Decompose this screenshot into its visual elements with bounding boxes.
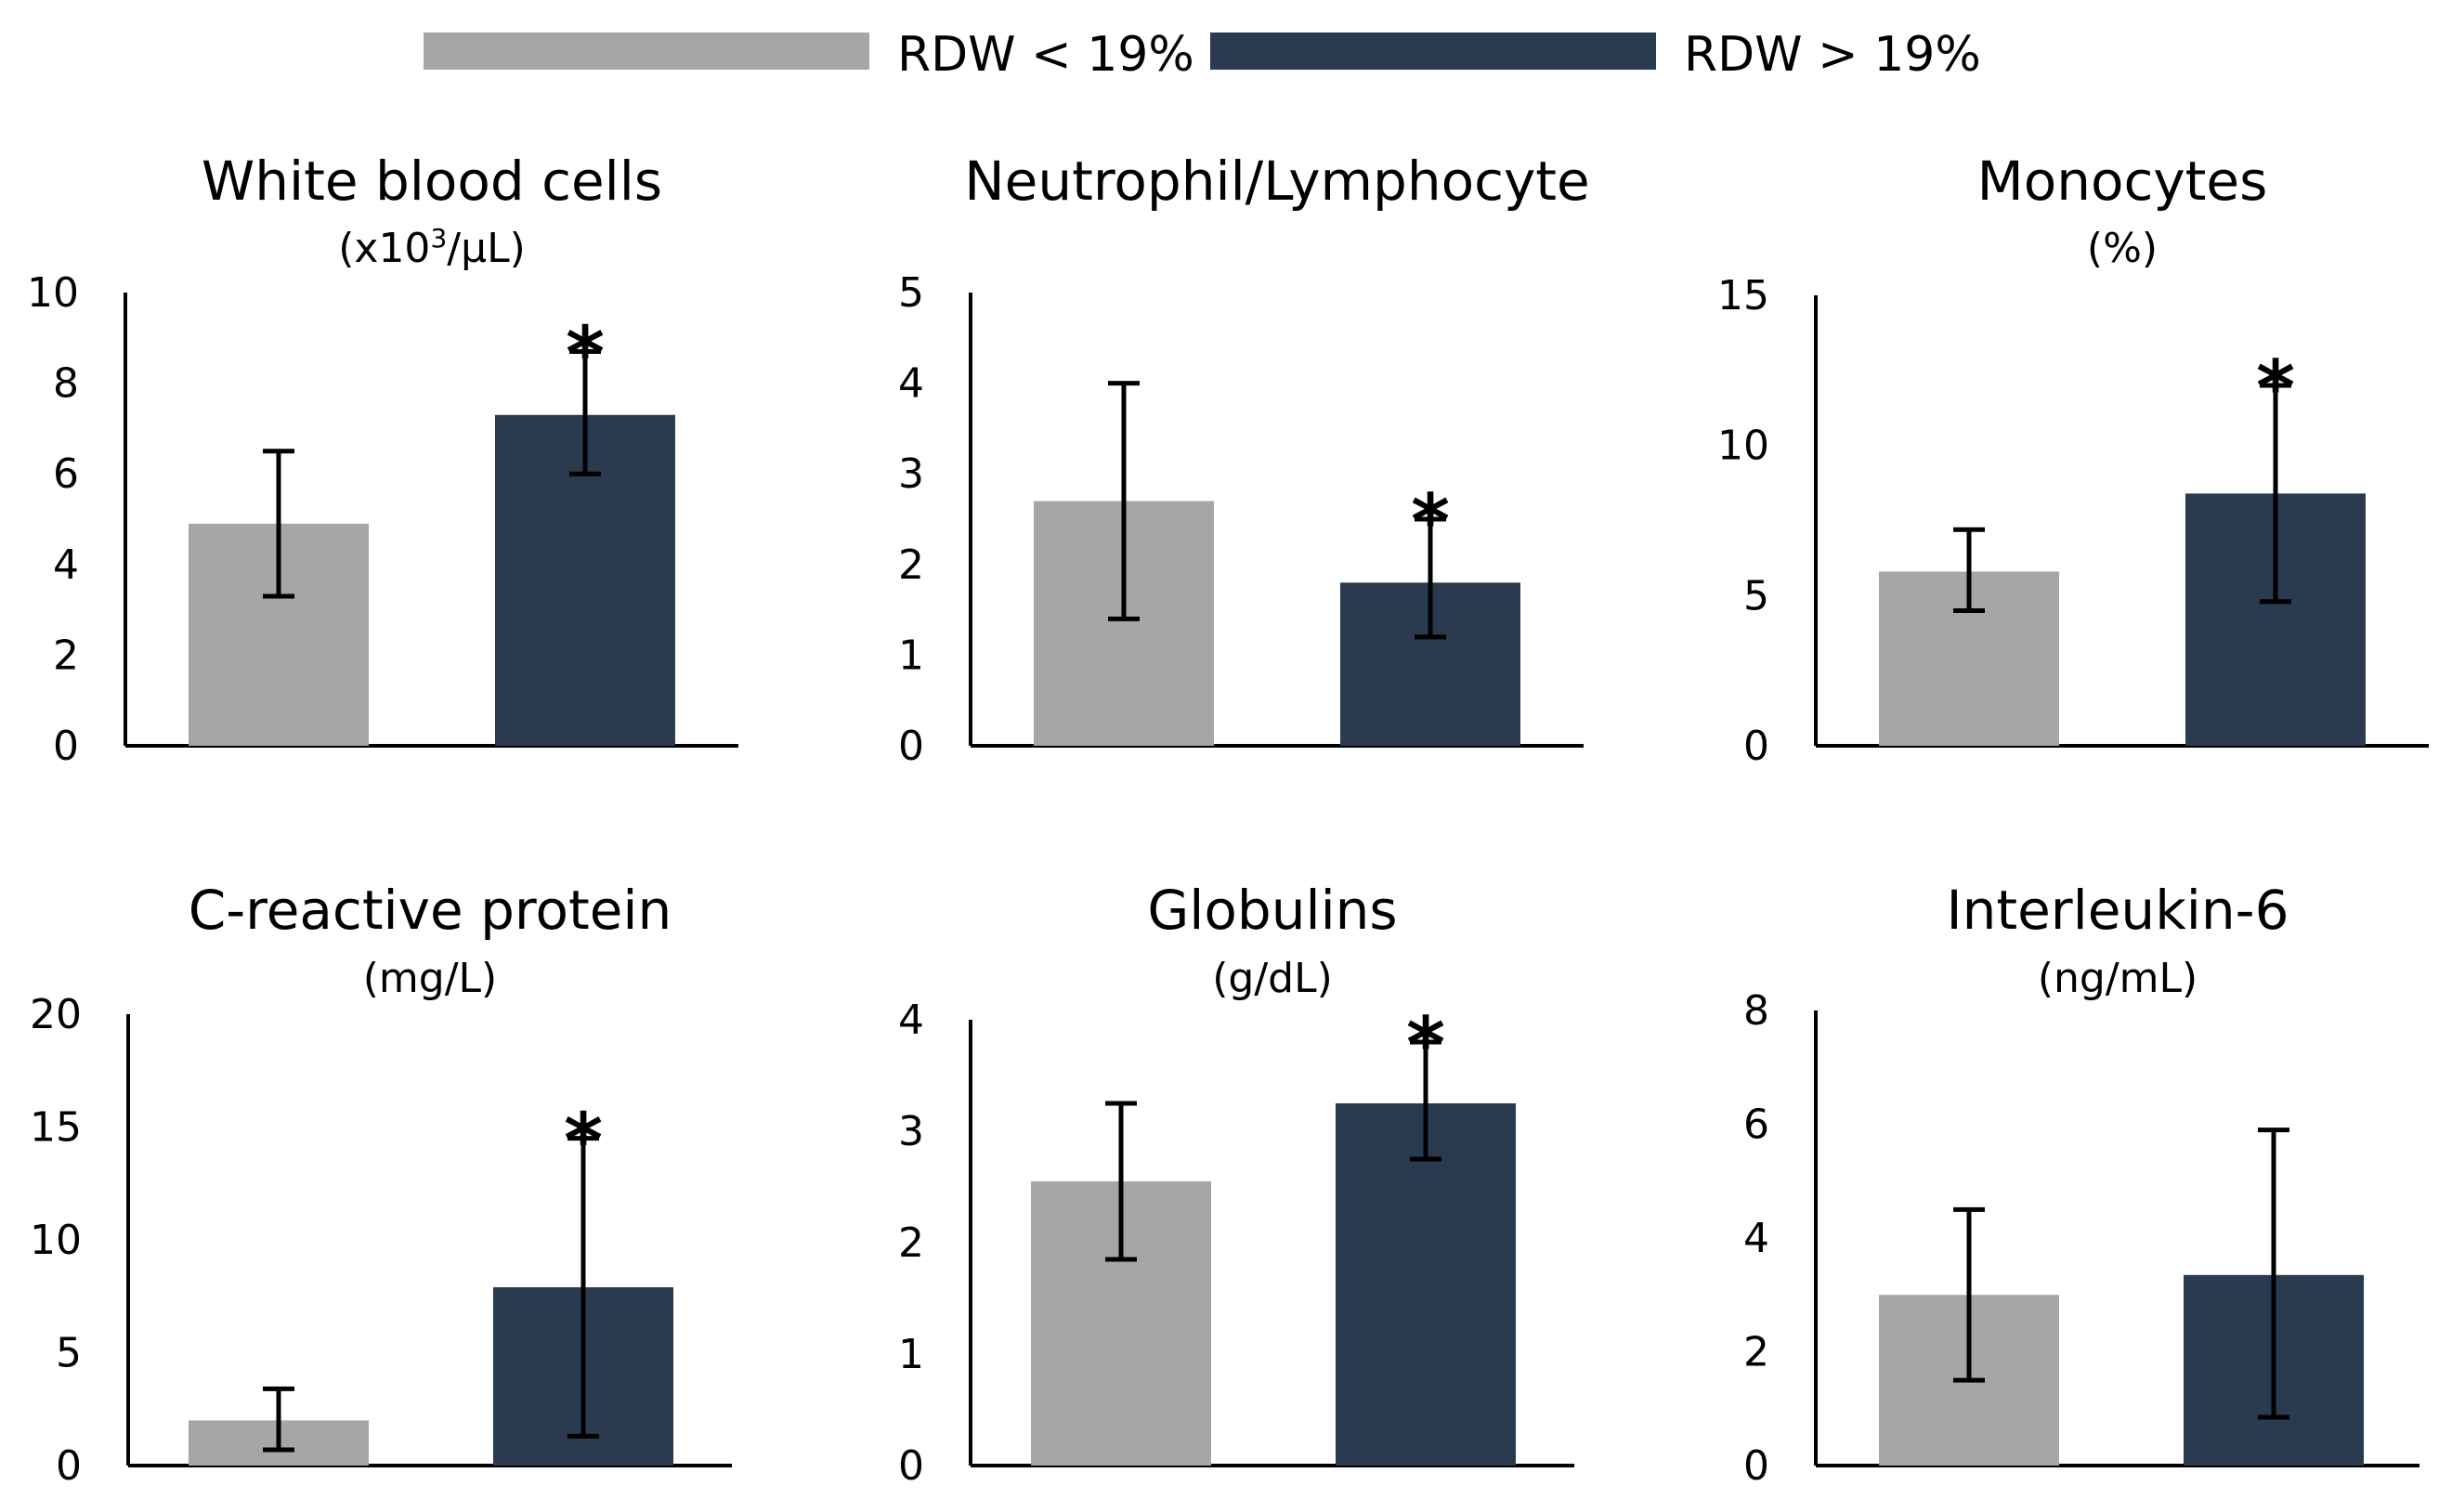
y-tick-label: 5 xyxy=(898,269,924,317)
chart-panel-1: White blood cells (x103/µL) 0 2 4 6 8 10 * xyxy=(27,150,738,770)
y-tick-label: 0 xyxy=(898,723,924,770)
y-tick-label: 2 xyxy=(898,1219,924,1267)
legend-label-rdw-low: RDW < 19% xyxy=(897,27,1194,83)
y-tick-label: 3 xyxy=(898,1108,924,1155)
chart-title: Interleukin-6 xyxy=(1947,879,2289,942)
chart-title: Neutrophil/Lymphocyte xyxy=(964,150,1590,213)
unit-suffix: /µL) xyxy=(447,225,526,272)
y-tick-label: 0 xyxy=(56,1442,82,1490)
chart-unit: (x103/µL) xyxy=(338,223,526,273)
chart-unit: (g/dL) xyxy=(1212,955,1333,1002)
y-tick-label: 1 xyxy=(898,632,924,679)
y-tick-label: 0 xyxy=(53,723,79,770)
y-tick-label: 4 xyxy=(53,541,79,589)
chart-panel-6: Interleukin-6 (ng/mL) 0 2 4 6 8 xyxy=(1743,879,2419,1490)
chart-panel-2: Neutrophil/Lymphocyte 0 1 2 3 4 5 * xyxy=(898,150,1590,770)
chart-panel-3: Monocytes (%) 0 5 10 15 * xyxy=(1717,150,2429,770)
y-tick-label: 2 xyxy=(898,541,924,589)
y-tick-label: 8 xyxy=(53,360,79,408)
significance-marker: * xyxy=(564,1098,603,1184)
y-tick-label: 6 xyxy=(53,450,79,498)
chart-unit: (%) xyxy=(2087,225,2158,272)
legend-swatch-rdw-low xyxy=(424,33,869,70)
significance-marker: * xyxy=(1406,1001,1445,1088)
y-tick-label: 20 xyxy=(30,991,82,1038)
chart-title: White blood cells xyxy=(202,150,662,213)
y-tick-label: 15 xyxy=(30,1104,82,1152)
chart-panel-5: Globulins (g/dL) 0 1 2 3 4 * xyxy=(898,879,1574,1490)
y-tick-label: 10 xyxy=(27,269,79,317)
y-tick-label: 1 xyxy=(898,1331,924,1378)
y-tick-label: 3 xyxy=(898,450,924,498)
y-tick-label: 0 xyxy=(1743,1442,1769,1490)
y-tick-label: 10 xyxy=(30,1217,82,1264)
y-tick-label: 10 xyxy=(1717,423,1769,470)
legend-label-rdw-high: RDW > 19% xyxy=(1684,27,1981,83)
y-tick-label: 4 xyxy=(898,360,924,408)
chart-panel-4: C-reactive protein (mg/L) 0 5 10 15 20 * xyxy=(30,879,732,1490)
y-tick-label: 5 xyxy=(1743,572,1769,619)
unit-superscript: 3 xyxy=(430,223,447,254)
bar xyxy=(1336,1103,1516,1466)
legend: RDW < 19% RDW > 19% xyxy=(424,27,1981,83)
significance-marker: * xyxy=(2256,345,2295,431)
chart-title: C-reactive protein xyxy=(189,879,672,942)
y-tick-label: 4 xyxy=(898,997,924,1044)
y-tick-label: 0 xyxy=(898,1442,924,1490)
chart-title: Globulins xyxy=(1147,879,1397,942)
y-tick-label: 2 xyxy=(1743,1329,1769,1376)
y-tick-label: 2 xyxy=(53,632,79,679)
chart-panels: White blood cells(x103/µL)0246810*Neutro… xyxy=(27,150,2429,1490)
y-tick-label: 8 xyxy=(1743,987,1769,1035)
y-tick-label: 5 xyxy=(56,1330,82,1377)
legend-swatch-rdw-high xyxy=(1210,33,1656,70)
y-tick-label: 15 xyxy=(1717,272,1769,319)
chart-unit: (ng/mL) xyxy=(2038,955,2198,1002)
y-tick-label: 6 xyxy=(1743,1101,1769,1149)
y-tick-label: 4 xyxy=(1743,1215,1769,1262)
chart-title: Monocytes xyxy=(1977,150,2268,213)
unit-prefix: (x10 xyxy=(338,225,430,272)
significance-marker: * xyxy=(566,310,605,397)
significance-marker: * xyxy=(1411,478,1450,565)
chart-unit: (mg/L) xyxy=(363,955,497,1002)
y-tick-label: 0 xyxy=(1743,723,1769,770)
